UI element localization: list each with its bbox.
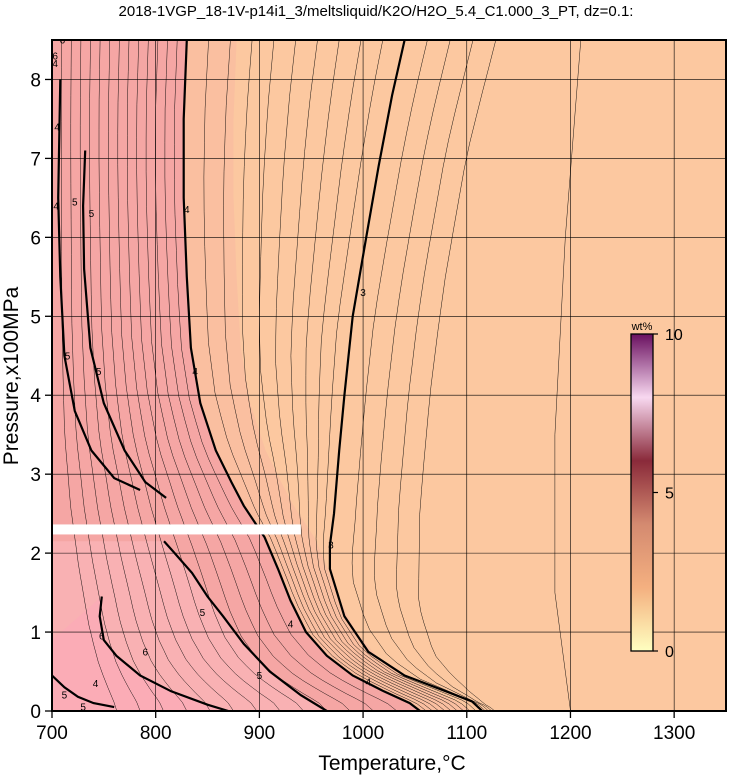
thin-contour — [203, 40, 427, 711]
x-tick-label: 800 — [140, 723, 172, 744]
thin-contour — [305, 40, 464, 711]
contour-label: 5 — [80, 703, 86, 714]
contour-label: 4 — [192, 367, 198, 378]
y-tick-label: 4 — [30, 386, 41, 407]
chart-title: 2018-1VGP_18-1V-p14i1_3/meltsliquid/K2O/… — [119, 3, 634, 20]
colorbar: wt% 0 5 10 — [630, 321, 683, 661]
colorbar-scale — [630, 333, 654, 652]
contour-label: 4 — [184, 205, 190, 216]
contour-label: 6 — [99, 632, 105, 643]
y-tick-label: 5 — [30, 307, 41, 328]
contour-label: 5 — [96, 367, 102, 378]
contour-label: 3 — [360, 288, 366, 299]
thin-contour — [554, 40, 582, 711]
contour-label: 3 — [328, 541, 334, 552]
white-band — [52, 524, 301, 535]
thin-contour — [223, 40, 433, 711]
thin-contour — [323, 40, 477, 711]
bold-contour — [328, 40, 484, 711]
thin-contour — [242, 40, 439, 711]
thin-contour — [374, 40, 489, 711]
contour-label: 5 — [89, 209, 95, 220]
y-axis: 0 1 2 3 4 5 6 7 8 — [30, 70, 52, 723]
thin-contour — [418, 40, 497, 711]
x-tick-label: 900 — [244, 723, 276, 744]
bold-contour — [182, 40, 421, 711]
thin-contour — [164, 40, 374, 711]
thin-contour — [174, 40, 397, 711]
contour-label: 6 — [52, 51, 58, 62]
y-tick-label: 8 — [30, 70, 41, 91]
contour-label: 4 — [54, 122, 60, 133]
contour-label: 6 — [60, 36, 66, 47]
contour-label: 5 — [257, 671, 263, 682]
thin-contour — [70, 40, 141, 711]
bold-contour — [81, 150, 167, 499]
y-axis-label: Pressure,x100MPa — [0, 286, 23, 465]
bold-contour — [163, 540, 328, 711]
contour-label: 5 — [200, 608, 206, 619]
thin-contour — [351, 40, 486, 711]
contour-label: 5 — [72, 197, 78, 208]
thin-contour — [290, 40, 458, 711]
contour-label: 4 — [52, 59, 58, 70]
contour-label: 5 — [65, 351, 71, 362]
x-axis: 700 800 900 1000 1100 1200 1300 — [36, 711, 695, 744]
thin-contour — [315, 40, 471, 711]
colorbar-tick-label: 5 — [665, 486, 674, 503]
contour-label: 4 — [288, 620, 294, 631]
inner-pocket — [52, 596, 229, 711]
grid-lines — [52, 40, 726, 711]
contour-label: 6 — [143, 647, 149, 658]
thin-contour — [396, 40, 492, 711]
colorbar-unit: wt% — [631, 321, 653, 333]
y-tick-label: 1 — [30, 623, 41, 644]
colorbar-tick-label: 0 — [665, 644, 674, 661]
plot-frame — [51, 39, 727, 712]
contour-label: 5 — [62, 691, 68, 702]
x-tick-label: 1300 — [653, 723, 695, 744]
annotation-band — [52, 524, 301, 535]
y-tick-label: 2 — [30, 544, 41, 565]
x-axis-label: Temperature,°C — [318, 752, 465, 775]
colorbar-tick-label: 10 — [665, 327, 683, 344]
x-tick-label: 1200 — [549, 723, 591, 744]
contour-label: 4 — [365, 677, 371, 688]
bold-contours — [52, 40, 484, 711]
bold-contour — [98, 596, 229, 711]
bold-contour — [57, 79, 141, 491]
x-tick-label: 1100 — [446, 723, 487, 744]
contour-label: 4 — [93, 679, 99, 690]
x-tick-label: 700 — [36, 723, 68, 744]
y-tick-label: 3 — [30, 465, 41, 486]
y-tick-label: 6 — [30, 228, 41, 249]
y-tick-label: 7 — [30, 149, 41, 170]
contour-label: 4 — [53, 201, 59, 212]
thin-contour — [61, 40, 118, 711]
color-fields — [52, 40, 470, 711]
x-tick-label: 1000 — [342, 723, 384, 744]
bold-contour — [52, 674, 115, 709]
y-tick-label: 0 — [30, 702, 41, 723]
